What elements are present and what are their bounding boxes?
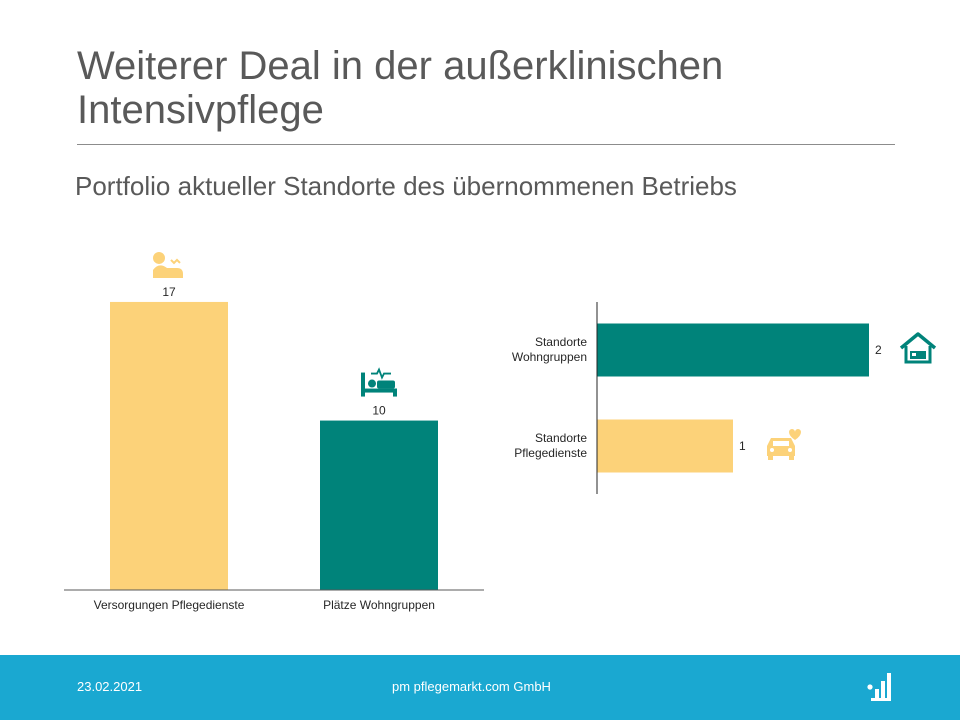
footer-bar: 23.02.2021 pm pflegemarkt.com GmbH xyxy=(0,655,960,720)
hbar-1 xyxy=(597,323,869,377)
hbar-2 xyxy=(597,419,733,473)
slide-title: Weiterer Deal in der außerklinischen Int… xyxy=(77,44,724,132)
vbar-category-label: Versorgungen Pflegedienste xyxy=(94,598,245,612)
charts-canvas: 17 Versorgungen Pflegedienste 10 Plätze Woh… xyxy=(64,251,937,612)
hbar-category-label: Standorte xyxy=(535,431,587,445)
vertical-bar-chart: 17 Versorgungen Pflegedienste 10 Plätze Woh… xyxy=(64,251,484,612)
house-icon xyxy=(899,332,937,364)
hbar-category-label: Pflegedienste xyxy=(514,446,587,460)
vbar-value-label: 17 xyxy=(162,285,176,299)
care-car-icon xyxy=(767,429,801,460)
nurse-care-icon xyxy=(153,251,183,278)
vbar-category-label: Plätze Wohngruppen xyxy=(323,598,435,612)
hbar-value-label: 1 xyxy=(739,439,746,453)
hbar-category-label: Standorte xyxy=(535,335,587,349)
vbar-2 xyxy=(320,420,438,590)
horizontal-bar-chart: 2StandorteWohngruppen1StandortePflegedie… xyxy=(512,302,937,494)
hbar-value-label: 2 xyxy=(875,343,882,357)
vbar-1 xyxy=(110,301,228,590)
hospital-bed-icon xyxy=(361,367,397,397)
slide-subtitle: Portfolio aktueller Standorte des überno… xyxy=(75,171,737,201)
hbar-category-label: Wohngruppen xyxy=(512,350,587,364)
vbar-value-label: 10 xyxy=(372,404,386,418)
title-divider xyxy=(77,144,895,145)
company-logo-icon xyxy=(867,673,891,701)
footer-date: 23.02.2021 xyxy=(77,679,143,694)
footer-company: pm pflegemarkt.com GmbH xyxy=(392,679,551,694)
